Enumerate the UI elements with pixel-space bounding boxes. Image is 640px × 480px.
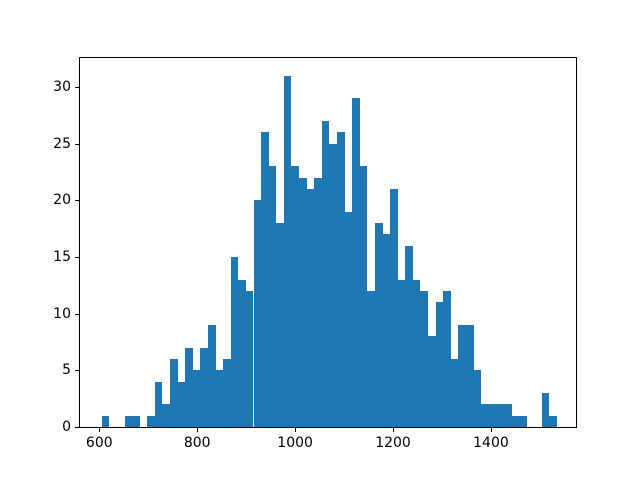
x-tick-label: 1400	[473, 435, 509, 451]
histogram-bar	[261, 132, 269, 427]
histogram-bar	[321, 120, 330, 427]
histogram-bar	[215, 370, 224, 427]
histogram-bar	[344, 211, 353, 427]
histogram-bar	[382, 234, 391, 427]
histogram-bar	[162, 404, 171, 427]
right-spine	[576, 57, 577, 428]
histogram-bar	[511, 415, 520, 427]
histogram-bar	[458, 324, 466, 427]
histogram-bar	[223, 358, 231, 427]
histogram-bar	[367, 290, 375, 427]
histogram-bar	[428, 336, 436, 427]
histogram-bar	[397, 279, 406, 427]
histogram-bar	[291, 166, 300, 427]
top-spine	[79, 57, 577, 58]
y-tick-mark	[75, 427, 79, 428]
plot-area: 600 800 1000 1200 1400 0 5 10 15 20 25 30	[53, 57, 577, 451]
histogram-bar	[154, 381, 163, 427]
histogram-bar	[238, 279, 246, 427]
y-tick-mark	[75, 143, 79, 145]
histogram-bar	[519, 415, 527, 427]
y-tick-label: 5	[62, 362, 71, 379]
y-tick-label: 10	[53, 305, 71, 322]
histogram-bar	[450, 358, 459, 427]
histogram-bar	[101, 415, 110, 427]
y-tick-mark	[75, 370, 79, 372]
y-tick-mark	[75, 256, 79, 258]
histogram-bar	[488, 404, 497, 427]
x-tick-mark	[99, 428, 101, 432]
histogram-bar	[306, 188, 315, 427]
histogram-bar	[170, 358, 178, 427]
histogram-bar	[549, 415, 558, 427]
histogram-bar	[359, 166, 368, 427]
y-tick-label: 0	[62, 419, 71, 435]
histogram-bar	[207, 324, 216, 427]
histogram-bar	[390, 188, 398, 427]
y-tick-mark	[75, 200, 79, 202]
histogram-bar	[200, 347, 208, 427]
histogram-bar	[352, 98, 360, 427]
x-tick-label: 1200	[375, 435, 411, 451]
histogram-bar	[374, 222, 383, 427]
x-tick-mark	[197, 428, 199, 432]
histogram-bar	[314, 177, 322, 427]
histogram-bar	[299, 177, 307, 427]
histogram-bar	[268, 166, 277, 427]
x-tick-label: 800	[183, 435, 211, 451]
histogram-bar	[177, 381, 186, 427]
histogram-bar	[496, 404, 504, 427]
y-tick-label: 30	[53, 78, 71, 95]
y-tick-label: 25	[53, 135, 71, 152]
histogram-bar	[420, 290, 429, 427]
histogram-bar	[405, 245, 413, 427]
histogram-bar	[465, 324, 474, 427]
histogram-bar	[329, 143, 337, 427]
histogram-bar	[245, 290, 254, 427]
y-tick-label: 20	[53, 192, 71, 209]
histogram-bar	[503, 404, 512, 427]
histogram-bar	[185, 347, 193, 427]
histogram-bar	[481, 404, 489, 427]
y-tick-mark	[75, 313, 79, 315]
histogram-bar	[336, 132, 345, 427]
histogram-bar	[253, 200, 262, 427]
histogram-bar	[541, 393, 550, 427]
histogram-bar	[435, 302, 444, 427]
histogram-bar	[192, 370, 201, 427]
histogram-bar	[283, 75, 292, 427]
histogram-bar	[132, 415, 140, 427]
bottom-spine	[79, 427, 577, 428]
y-tick-mark	[75, 86, 79, 88]
x-tick-label: 1000	[277, 435, 313, 451]
y-tick-label: 15	[53, 248, 71, 265]
histogram-bar	[147, 415, 155, 427]
histogram-bar	[230, 256, 239, 427]
histogram-bar	[276, 222, 284, 427]
x-tick-mark	[393, 428, 395, 432]
histogram-bar	[443, 290, 451, 427]
histogram-bar	[473, 370, 482, 427]
histogram-bar	[412, 279, 421, 427]
histogram-bar	[124, 415, 133, 427]
left-spine	[79, 57, 80, 428]
x-tick-mark	[490, 428, 492, 432]
x-tick-mark	[295, 428, 297, 432]
x-tick-label: 600	[85, 435, 113, 451]
